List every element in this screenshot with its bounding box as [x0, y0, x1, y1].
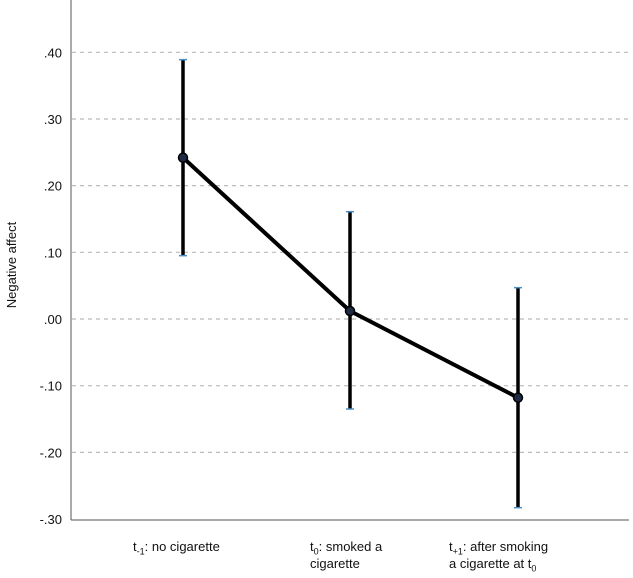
data-points	[177, 152, 524, 403]
y-tick-label: -.10	[40, 379, 62, 394]
y-tick-label: .30	[44, 112, 62, 127]
y-tick-labels: .40 .30 .20 .10 .00 -.10 -.20 -.30	[40, 45, 62, 527]
y-tick-label: .40	[44, 45, 62, 60]
data-point	[512, 392, 524, 403]
gridlines	[72, 51, 629, 453]
axes	[70, 0, 629, 521]
y-tick-label: .10	[44, 245, 62, 260]
y-tick-label: .20	[44, 179, 62, 194]
y-tick-label: -.30	[40, 512, 62, 527]
x-category-label: t-1: no cigarette	[133, 539, 220, 557]
y-tick-label: .00	[44, 312, 62, 327]
data-point	[177, 152, 189, 163]
x-category-label: t+1: after smoking a cigarette at t0	[449, 539, 549, 574]
y-axis-label: Negative affect	[4, 221, 19, 308]
x-category-label: t0: smoked a cigarette	[310, 539, 383, 571]
y-tick-label: -.20	[40, 445, 62, 460]
data-point	[344, 305, 356, 317]
error-bars	[179, 58, 522, 509]
